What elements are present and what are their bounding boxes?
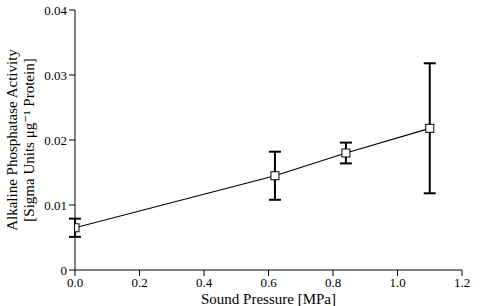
svg-text:0.0: 0.0 xyxy=(67,275,83,290)
svg-text:Sound Pressure [MPa]: Sound Pressure [MPa] xyxy=(201,291,336,306)
svg-text:[Sigma Units μg⁻¹ Protein]: [Sigma Units μg⁻¹ Protein] xyxy=(21,58,37,221)
svg-text:0.03: 0.03 xyxy=(44,68,67,83)
svg-text:Alkaline Phosphatase Activity: Alkaline Phosphatase Activity xyxy=(8,49,20,231)
svg-text:1.2: 1.2 xyxy=(454,275,470,290)
svg-text:0.6: 0.6 xyxy=(260,275,277,290)
svg-text:0.01: 0.01 xyxy=(44,198,67,213)
svg-text:0.04: 0.04 xyxy=(44,3,67,18)
svg-text:0.02: 0.02 xyxy=(44,133,67,148)
svg-text:0: 0 xyxy=(61,263,68,278)
svg-text:0.8: 0.8 xyxy=(325,275,341,290)
svg-text:1.0: 1.0 xyxy=(389,275,405,290)
svg-text:0.4: 0.4 xyxy=(196,275,213,290)
svg-text:0.2: 0.2 xyxy=(131,275,147,290)
